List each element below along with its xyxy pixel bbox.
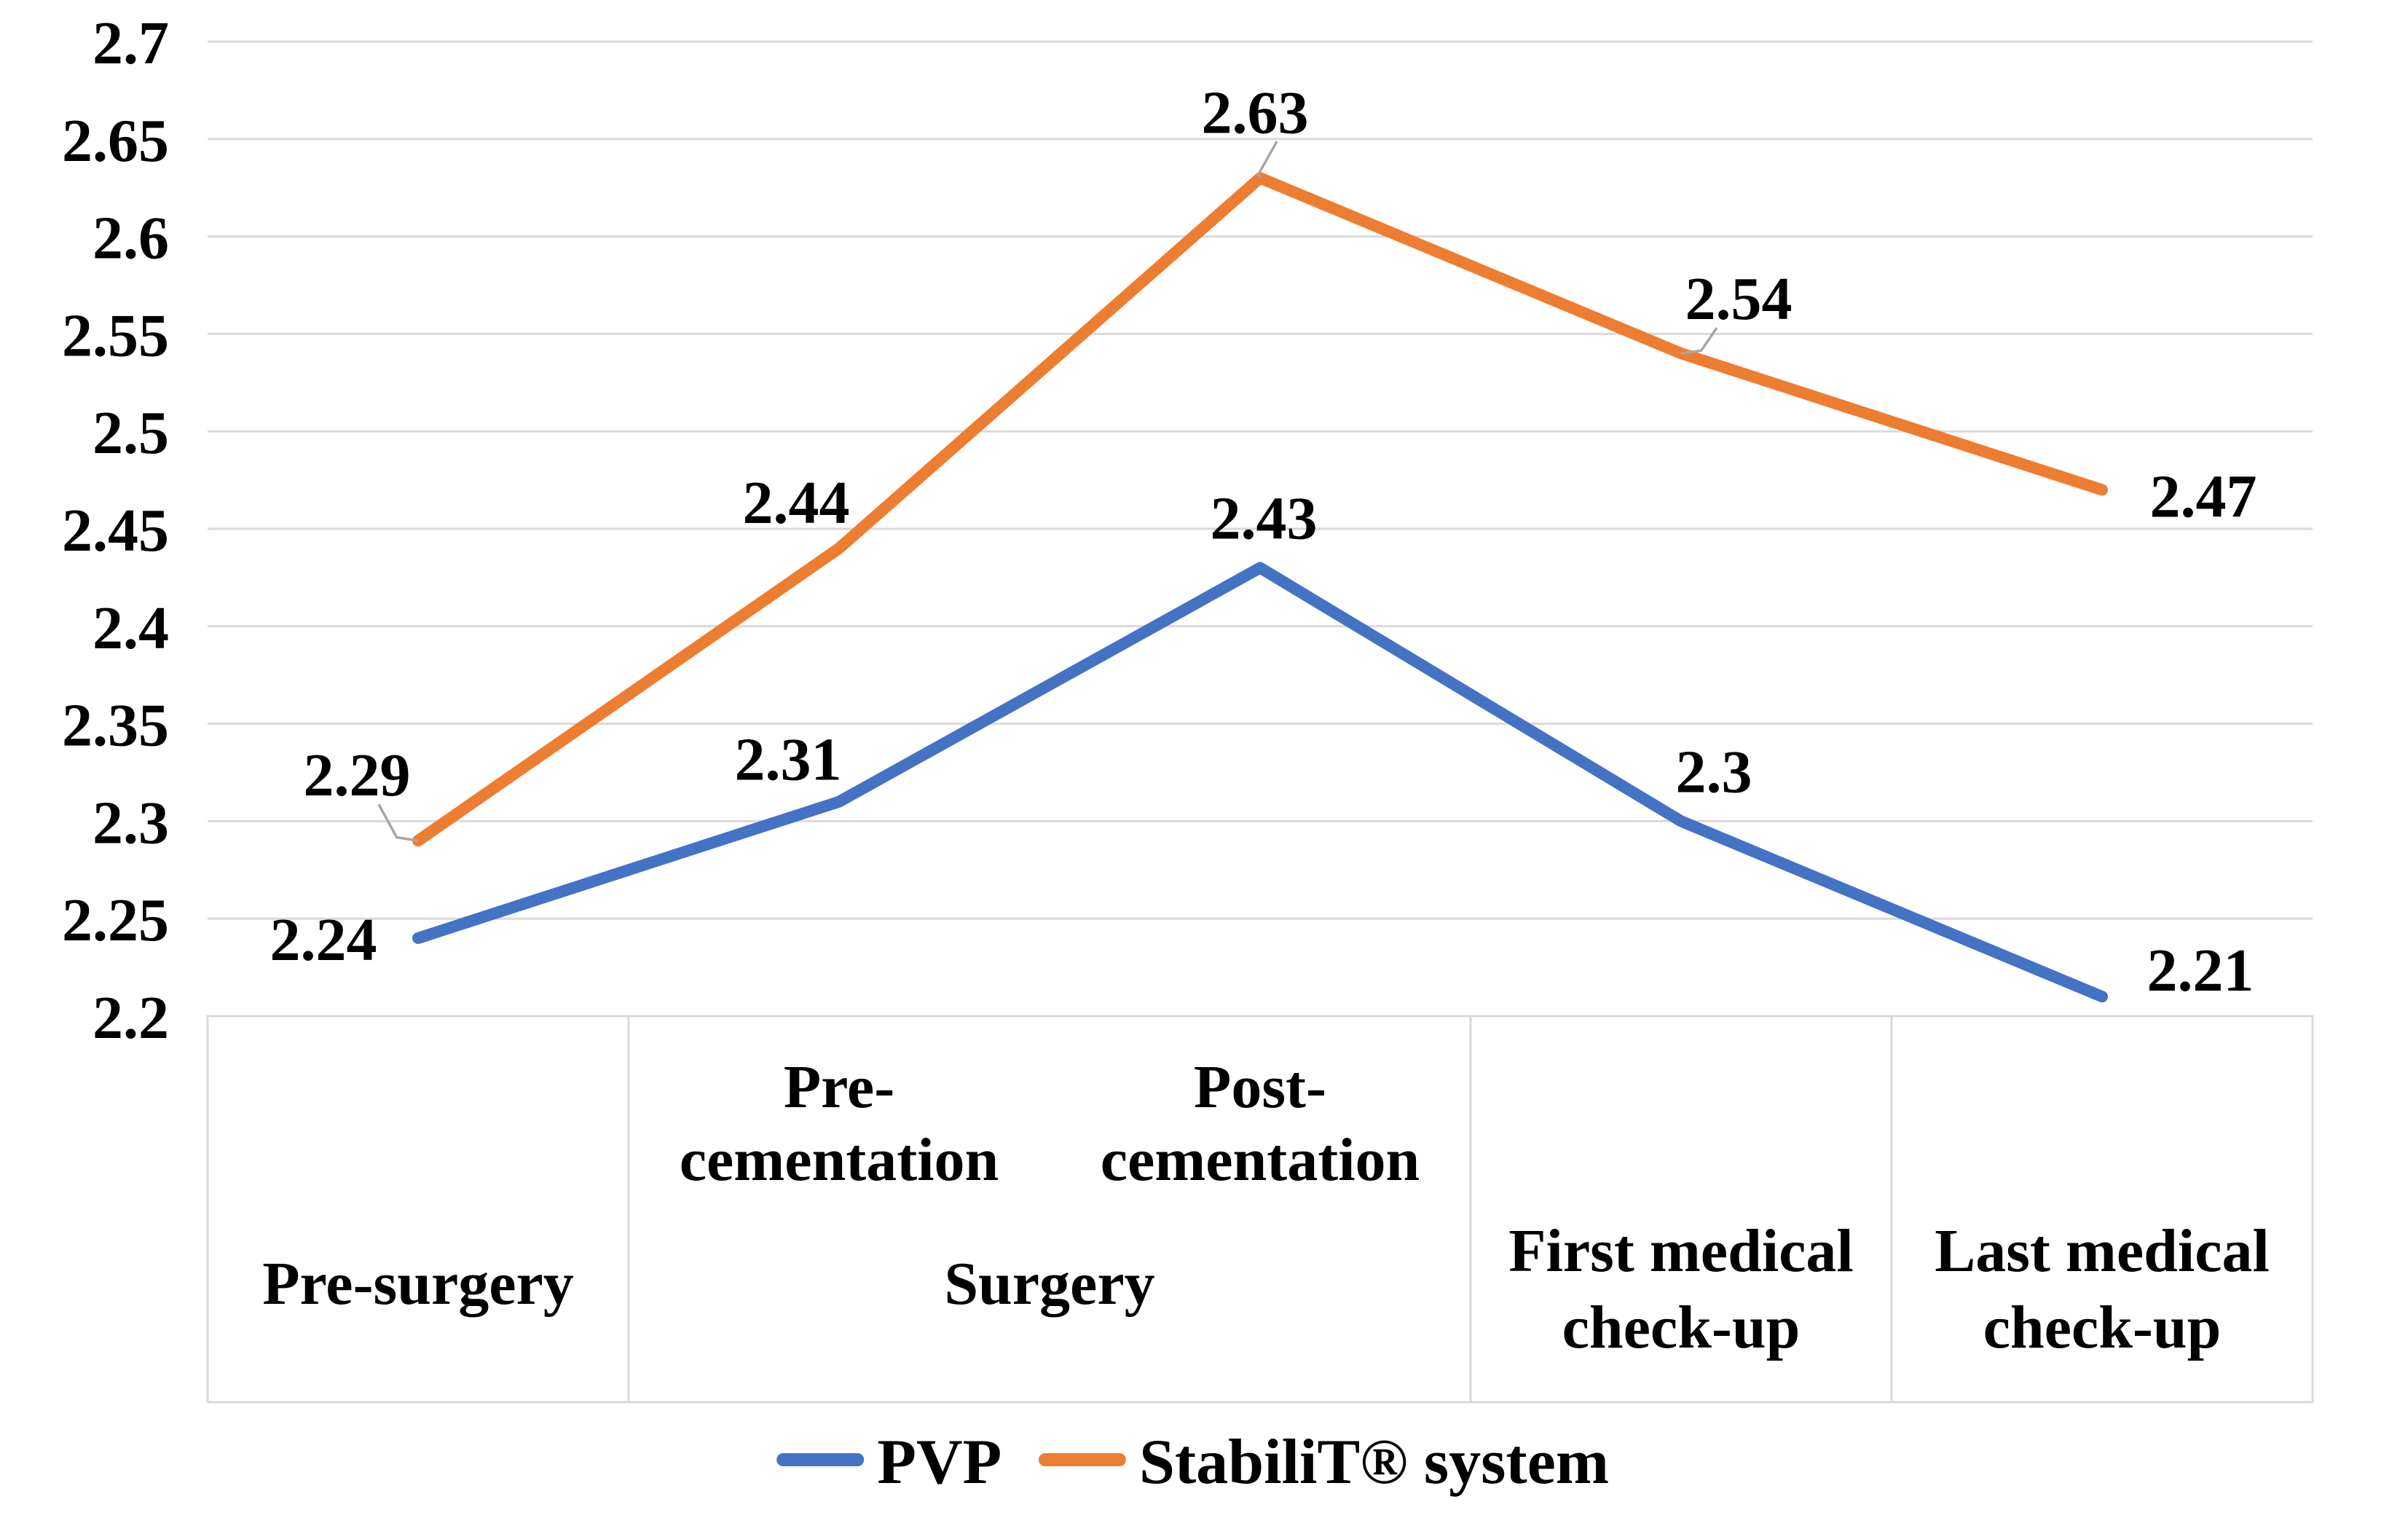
y-tick-label: 2.45 [62, 497, 169, 565]
data-label: 2.44 [743, 469, 850, 537]
data-label: 2.3 [1676, 738, 1752, 806]
leader-line [1256, 141, 1278, 179]
legend-item: StabiliT® system [1038, 1427, 1609, 1498]
legend-label: StabiliT® system [1139, 1427, 1609, 1498]
category-sublabel: Post- [1194, 1053, 1326, 1121]
y-tick-label: 2.6 [93, 205, 169, 272]
category-group-label: check-up [1562, 1294, 1801, 1361]
data-labels: 2.24 2.31 2.43 2.3 2.21 2.29 2.44 2.63 2.54 2.47 [270, 79, 2257, 1004]
category-sublabel: cementation [680, 1126, 999, 1194]
y-tick-label: 2.35 [62, 692, 169, 760]
category-group-label: Surgery [944, 1250, 1154, 1318]
category-group-labels: Pre-surgery Surgery First medical check-up L… [262, 1217, 2270, 1361]
y-tick-label: 2.4 [93, 594, 169, 662]
y-tick-label: 2.55 [62, 302, 169, 369]
data-label: 2.54 [1685, 265, 1793, 333]
leader-line [1680, 327, 1718, 355]
legend-label: PVP [877, 1427, 1002, 1498]
legend-item: PVP [776, 1427, 1002, 1498]
category-group-label: Last medical [1935, 1217, 2270, 1285]
y-tick-label: 2.25 [62, 886, 169, 954]
y-tick-label: 2.7 [93, 9, 169, 77]
y-tick-label: 2.5 [93, 399, 169, 467]
category-sublabel: cementation [1101, 1126, 1420, 1194]
data-label: 2.63 [1202, 79, 1309, 146]
data-label: 2.47 [2150, 463, 2257, 530]
category-box-border [206, 1015, 2314, 1404]
category-axis-box [206, 1015, 2314, 1404]
y-tick-label: 2.65 [62, 107, 169, 175]
category-group-label: First medical [1508, 1217, 1854, 1285]
data-label: 2.43 [1211, 485, 1318, 553]
legend-marker-stabilit-system [1038, 1453, 1126, 1466]
data-label: 2.29 [304, 742, 411, 809]
gridlines [208, 40, 2313, 1018]
legend: PVP StabiliT® system [776, 1427, 1609, 1498]
leader-line [377, 803, 419, 842]
category-group-label: check-up [1983, 1294, 2222, 1361]
y-tick-label: 2.2 [93, 984, 169, 1052]
data-label: 2.21 [2147, 937, 2254, 1004]
category-group-label: Pre-surgery [262, 1250, 574, 1318]
category-sublabel: Pre- [784, 1053, 894, 1121]
y-axis-tick-labels: 2.2 2.25 2.3 2.35 2.4 2.45 2.5 2.55 2.6 2.65 2.7 [62, 9, 169, 1052]
data-label-leader-lines [377, 141, 1718, 842]
legend-marker-pvp [776, 1453, 865, 1466]
data-label: 2.24 [270, 906, 377, 974]
data-label: 2.31 [735, 726, 842, 794]
y-tick-label: 2.3 [93, 789, 169, 857]
series-line-pvp [412, 562, 2108, 1003]
